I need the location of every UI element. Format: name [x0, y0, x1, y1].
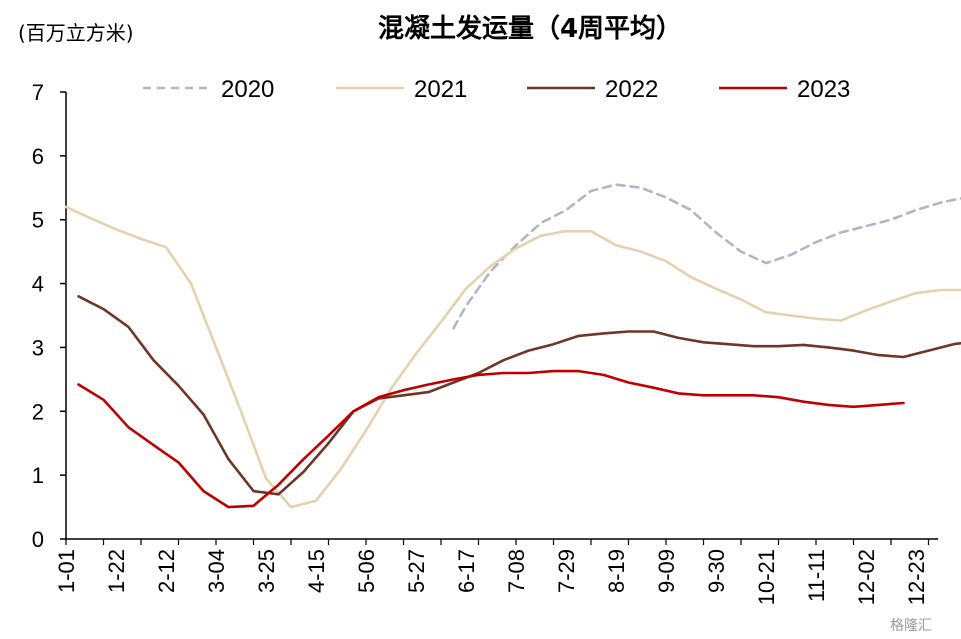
x-tick-label: 8-19 — [604, 549, 629, 593]
x-tick-label: 5-27 — [404, 549, 429, 593]
x-tick-label: 5-06 — [354, 549, 379, 593]
x-tick-label: 7-08 — [504, 549, 529, 593]
x-tick-label: 7-29 — [554, 549, 579, 593]
y-ticks: 0 1 2 3 4 5 6 7 — [32, 80, 66, 552]
legend-label-2020: 2020 — [221, 76, 274, 103]
series-lines — [64, 183, 961, 509]
x-tick-label: 4-15 — [304, 549, 329, 593]
series-line-2023 — [77, 369, 905, 509]
x-tick-label: 12-23 — [904, 549, 929, 605]
x-tick-label: 3-04 — [204, 549, 229, 593]
legend-label-2022: 2022 — [605, 76, 658, 103]
chart-title: 混凝土发运量（4周平均） — [378, 13, 682, 44]
y-tick-label: 1 — [32, 463, 44, 488]
x-tick-label: 1-22 — [104, 549, 129, 593]
x-tick-label: 10-21 — [754, 549, 779, 605]
x-tick-label: 2-12 — [154, 549, 179, 593]
y-tick-label: 7 — [32, 80, 44, 105]
x-tick-label: 6-17 — [454, 549, 479, 593]
x-tick-label: 12-02 — [854, 549, 879, 605]
y-tick-label: 6 — [32, 144, 44, 169]
y-tick-label: 5 — [32, 208, 44, 233]
y-tick-label: 3 — [32, 335, 44, 360]
x-tick-label: 11-11 — [804, 549, 829, 602]
x-tick-label: 3-25 — [254, 549, 279, 593]
y-axis-unit-label: (百万立方米) — [18, 21, 134, 45]
x-tick-label: 9-09 — [654, 549, 679, 593]
series-line-2022 — [77, 295, 961, 496]
x-tick-label: 9-30 — [704, 549, 729, 593]
watermark: 格隆汇 — [890, 618, 932, 634]
y-tick-label: 0 — [32, 527, 44, 552]
axes — [65, 92, 938, 540]
series-line-2020 — [452, 183, 961, 330]
x-ticks: 1-01 1-22 2-12 3-04 3-25 4-15 5-06 5-27 6-17 7-08… — [54, 539, 930, 605]
series-line-2021 — [64, 205, 961, 509]
y-tick-label: 4 — [32, 272, 44, 297]
legend-label-2021: 2021 — [414, 76, 467, 103]
y-tick-label: 2 — [32, 399, 44, 424]
x-tick-label: 1-01 — [54, 549, 79, 593]
legend: 2020 2021 2022 2023 — [143, 76, 850, 103]
legend-label-2023: 2023 — [797, 76, 850, 103]
